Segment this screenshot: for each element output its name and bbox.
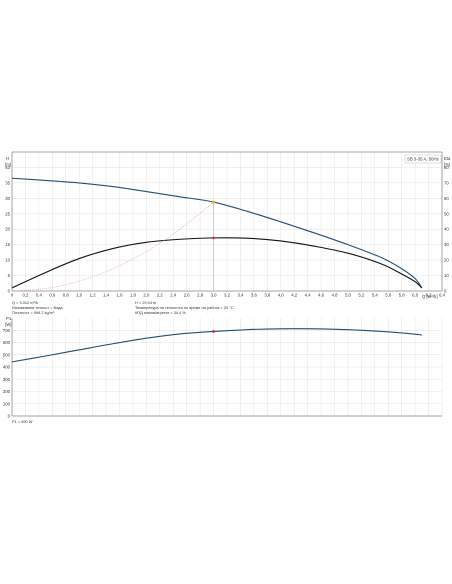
x-tick-label: 3,8 bbox=[264, 293, 271, 298]
info-efficiency: КПД помпа/агрегат = 34.4 % bbox=[135, 310, 186, 315]
p1-axis-unit: [W] bbox=[5, 322, 11, 327]
p1-curve bbox=[11, 328, 422, 363]
x-tick-label: 4,4 bbox=[305, 293, 312, 298]
x-tick-label: 2,0 bbox=[143, 293, 150, 298]
x-tick-label: 5,6 bbox=[385, 293, 392, 298]
x-tick-labels: 0 0,2 0,4 0,6 0,8 1,0 1,2 1,4 1,6 1,8 2,0 2,2 2,4 2,6… bbox=[11, 293, 446, 298]
y-right-tick-label: 40 bbox=[444, 227, 449, 232]
x-tick-label: 3,0 bbox=[211, 293, 218, 298]
p1-tick-label: 700 bbox=[3, 328, 11, 333]
x-tick-label: 1,8 bbox=[130, 293, 137, 298]
p1-tick-label: 600 bbox=[3, 340, 11, 345]
y-left-tick-label: 40 bbox=[5, 165, 10, 170]
info-temperature: Температура на течността по време на раб… bbox=[135, 305, 234, 310]
efficiency-curve bbox=[11, 237, 423, 289]
x-tick-label: 1,6 bbox=[117, 293, 124, 298]
upper-plot-series bbox=[11, 177, 423, 292]
info-density: Плътност = 998.2 kg/m³ bbox=[12, 310, 55, 315]
duty-point-power-marker bbox=[212, 330, 215, 333]
y-left-tick-label: 35 bbox=[5, 180, 10, 185]
x-tick-label: 5,8 bbox=[399, 293, 406, 298]
info-flow: Q = 3.012 m³/h bbox=[12, 300, 38, 305]
p1-tick-label: 300 bbox=[3, 377, 11, 382]
x-tick-label: 5,0 bbox=[345, 293, 352, 298]
head-curve bbox=[11, 177, 423, 289]
duty-point-markers bbox=[211, 200, 216, 333]
upper-plot-grid bbox=[11, 152, 443, 292]
y-right-tick-label: 0 bbox=[444, 289, 447, 294]
y-right-tick-label: 70 bbox=[444, 180, 449, 185]
y-left-tick-label: 25 bbox=[5, 211, 10, 216]
x-axis-label: Q [m³/h] bbox=[422, 294, 438, 299]
x-tick-label: 0,2 bbox=[22, 293, 29, 298]
system-curve bbox=[11, 201, 214, 292]
y-right-tick-label: 30 bbox=[444, 242, 449, 247]
x-tick-label: 0,6 bbox=[49, 293, 56, 298]
x-tick-label: 0,4 bbox=[36, 293, 43, 298]
x-tick-label: 6,4 bbox=[439, 293, 446, 298]
p1-tick-label: 200 bbox=[3, 389, 11, 394]
info-p1: P1 = 690 W bbox=[12, 419, 33, 424]
x-tick-label: 5,4 bbox=[372, 293, 379, 298]
y-right-tick-label: 60 bbox=[444, 196, 449, 201]
x-tick-label: 6,0 bbox=[412, 293, 419, 298]
y-right-label: Eta bbox=[444, 156, 451, 161]
p1-tick-labels: 0 100 200 300 400 500 600 700 bbox=[3, 328, 11, 419]
x-tick-label: 4,0 bbox=[278, 293, 285, 298]
x-tick-label: 1,4 bbox=[103, 293, 110, 298]
y-right-tick-label: 80 bbox=[444, 165, 449, 170]
p1-tick-label: 100 bbox=[3, 401, 11, 406]
y-left-tick-label: 10 bbox=[5, 258, 10, 263]
y-left-tick-label: 0 bbox=[8, 289, 11, 294]
y-right-tick-label: 50 bbox=[444, 211, 449, 216]
y-left-tick-label: 15 bbox=[5, 242, 10, 247]
duty-point-head-marker bbox=[211, 200, 216, 204]
x-tick-label: 1,0 bbox=[76, 293, 83, 298]
x-tick-label: 2,2 bbox=[157, 293, 164, 298]
x-tick-label: 3,2 bbox=[224, 293, 231, 298]
x-tick-label: 5,2 bbox=[358, 293, 365, 298]
x-tick-label: 6,2 bbox=[426, 293, 433, 298]
x-tick-label: 2,4 bbox=[170, 293, 177, 298]
x-tick-label: 0,8 bbox=[63, 293, 70, 298]
info-head: H = 29.04 m bbox=[135, 300, 156, 305]
x-tick-label: 4,8 bbox=[332, 293, 339, 298]
p1-tick-label: 400 bbox=[3, 365, 11, 370]
info-liquid: Изпомпвана течност = Вода bbox=[12, 305, 63, 310]
lower-plot-series bbox=[11, 328, 422, 363]
x-tick-label: 3,4 bbox=[237, 293, 244, 298]
model-label: SB 3-35 A, 50Hz bbox=[407, 157, 439, 162]
duty-point-efficiency-marker bbox=[212, 236, 215, 240]
p1-axis-label: P1 bbox=[6, 316, 12, 321]
x-tick-label: 4,6 bbox=[318, 293, 325, 298]
y-left-tick-label: 20 bbox=[5, 227, 10, 232]
x-tick-label: 1,2 bbox=[90, 293, 97, 298]
x-tick-label: 4,2 bbox=[291, 293, 298, 298]
y-left-tick-labels: 0 5 10 15 20 25 30 35 40 bbox=[5, 165, 10, 294]
y-right-tick-labels: 0 10 20 30 40 50 60 70 80 bbox=[444, 165, 449, 294]
y-left-tick-label: 5 bbox=[8, 273, 11, 278]
y-right-tick-label: 10 bbox=[444, 273, 449, 278]
y-left-unit: [m] bbox=[5, 162, 11, 167]
y-right-tick-label: 20 bbox=[444, 258, 449, 263]
y-right-unit: [%] bbox=[444, 162, 450, 167]
lower-plot-grid bbox=[11, 318, 443, 417]
y-left-tick-label: 30 bbox=[5, 196, 10, 201]
p1-tick-label: 0 bbox=[8, 414, 11, 419]
p1-tick-label: 500 bbox=[3, 352, 11, 357]
y-left-label: H bbox=[6, 156, 9, 161]
model-label-box bbox=[404, 154, 442, 164]
x-tick-label: 2,8 bbox=[197, 293, 204, 298]
x-tick-label: 2,6 bbox=[184, 293, 191, 298]
x-tick-label: 0 bbox=[11, 293, 14, 298]
x-tick-label: 3,6 bbox=[251, 293, 258, 298]
